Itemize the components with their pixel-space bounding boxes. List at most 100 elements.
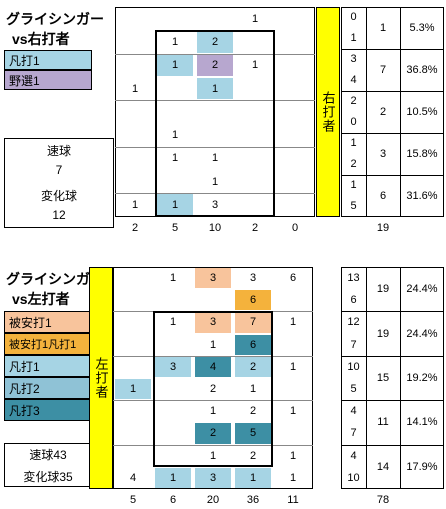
grid-cell: 6 — [235, 334, 271, 355]
grid-cell — [117, 171, 153, 192]
grid-cell: 2 — [197, 54, 233, 76]
column-total: 11 — [287, 494, 299, 506]
pitch-summary-value: 12 — [52, 208, 66, 222]
row-group-percent: 5.3% — [409, 21, 435, 34]
grid-cell: 1 — [209, 449, 217, 462]
column-total: 20 — [206, 494, 220, 506]
grid-cell — [277, 55, 313, 76]
legend-item: 凡打1 — [4, 50, 92, 70]
side-count: 12 — [347, 316, 360, 329]
grid-cell: 3 — [195, 312, 231, 333]
side-count: 5 — [350, 383, 357, 396]
row-group-line — [341, 90, 444, 92]
grid-cell: 1 — [171, 129, 179, 142]
grid-cell: 1 — [289, 471, 297, 484]
legend-item: 凡打1 — [4, 355, 92, 377]
row-group-percent: 14.1% — [406, 416, 438, 429]
grid-cell: 1 — [115, 379, 151, 400]
side-count: 2 — [350, 158, 357, 171]
grid-cell — [115, 312, 151, 332]
grid-cell: 1 — [197, 77, 233, 100]
side-count: 7 — [350, 338, 357, 351]
batter-side-band: 右打者 — [316, 7, 340, 217]
strike-zone — [155, 30, 275, 217]
legend-item: 被安打1凡打1 — [4, 333, 92, 355]
row-group-percent: 36.8% — [406, 63, 438, 76]
grid-cell — [277, 78, 313, 99]
side-count: 0 — [350, 11, 357, 24]
grid-cell — [115, 290, 151, 310]
grid-cell: 1 — [235, 467, 271, 488]
grid-cell: 1 — [209, 338, 217, 351]
pitch-summary-label: 速球43 — [29, 447, 67, 462]
row-group-percent: 15.8% — [406, 147, 438, 160]
grid-cell: 1 — [211, 152, 219, 165]
grid-cell — [115, 268, 151, 288]
grid-cell — [277, 31, 313, 52]
column-total: 6 — [169, 494, 177, 506]
grid-cell: 1 — [169, 316, 177, 329]
side-count: 7 — [350, 427, 357, 440]
grid-cell — [117, 55, 153, 76]
grid-cell: 2 — [197, 31, 233, 53]
chart-subtitle: vs左打者 — [12, 291, 70, 307]
column-total: 5 — [129, 494, 137, 506]
legend-item: 野選1 — [4, 70, 92, 90]
grid-cell: 1 — [289, 449, 297, 462]
grid-row-line — [113, 444, 313, 446]
grid-cell: 7 — [235, 312, 271, 333]
grid-cell — [275, 335, 311, 355]
grid-cell: 1 — [171, 35, 179, 48]
grid-cell — [277, 8, 313, 29]
grid-cell: 3 — [195, 268, 231, 289]
grid-cell: 1 — [131, 82, 139, 95]
legend-item: 被安打1 — [4, 311, 92, 333]
chart-title: グライシンガー — [6, 271, 104, 287]
row-group-total: 1 — [379, 21, 387, 34]
grid-cell — [277, 101, 313, 122]
row-group-percent: 24.4% — [406, 283, 438, 296]
grid-row-line — [113, 355, 313, 357]
side-table-frame — [341, 267, 444, 489]
grid-cell — [157, 8, 193, 29]
grid-cell: 1 — [251, 59, 259, 72]
column-total: 0 — [291, 221, 299, 234]
grid-cell — [117, 125, 153, 146]
chart-title: グライシンガー — [6, 11, 104, 27]
grid-cell — [277, 148, 313, 169]
side-table-divider — [366, 7, 367, 217]
grid-cell — [115, 401, 151, 421]
grid-cell: 6 — [235, 290, 271, 311]
pitch-summary-value: 7 — [55, 163, 63, 177]
row-group-percent: 19.2% — [406, 371, 438, 384]
grid-cell: 5 — [235, 423, 271, 444]
side-table-divider — [400, 267, 401, 489]
grid-row-line — [115, 53, 315, 55]
grid-cell: 1 — [249, 383, 257, 396]
side-count: 4 — [350, 405, 357, 418]
grid-cell: 3 — [155, 356, 191, 377]
row-group-total: 3 — [379, 147, 387, 160]
grid-cell: 1 — [251, 12, 259, 25]
grid-cell: 1 — [289, 405, 297, 418]
pitch-summary-label: 変化球35 — [23, 469, 73, 484]
side-table-divider — [400, 7, 401, 217]
side-count: 1 — [350, 179, 357, 192]
row-group-total: 19 — [376, 327, 390, 340]
row-group-total: 19 — [376, 283, 390, 296]
row-group-line — [341, 400, 444, 402]
batter-side-band: 左打者 — [89, 267, 113, 489]
column-total: 2 — [131, 221, 139, 234]
grid-row-line — [115, 146, 315, 148]
row-group-percent: 24.4% — [406, 327, 438, 340]
row-group-total: 15 — [376, 371, 390, 384]
grid-cell: 1 — [157, 194, 193, 216]
row-group-total: 14 — [376, 460, 390, 473]
row-group-percent: 17.9% — [406, 460, 438, 473]
side-count: 1 — [350, 32, 357, 45]
grid-cell: 2 — [249, 405, 257, 418]
pitch-summary-label: 変化球 — [40, 188, 77, 203]
grid-cell — [117, 101, 153, 122]
side-table-divider — [366, 267, 367, 489]
row-group-total: 7 — [379, 63, 387, 76]
